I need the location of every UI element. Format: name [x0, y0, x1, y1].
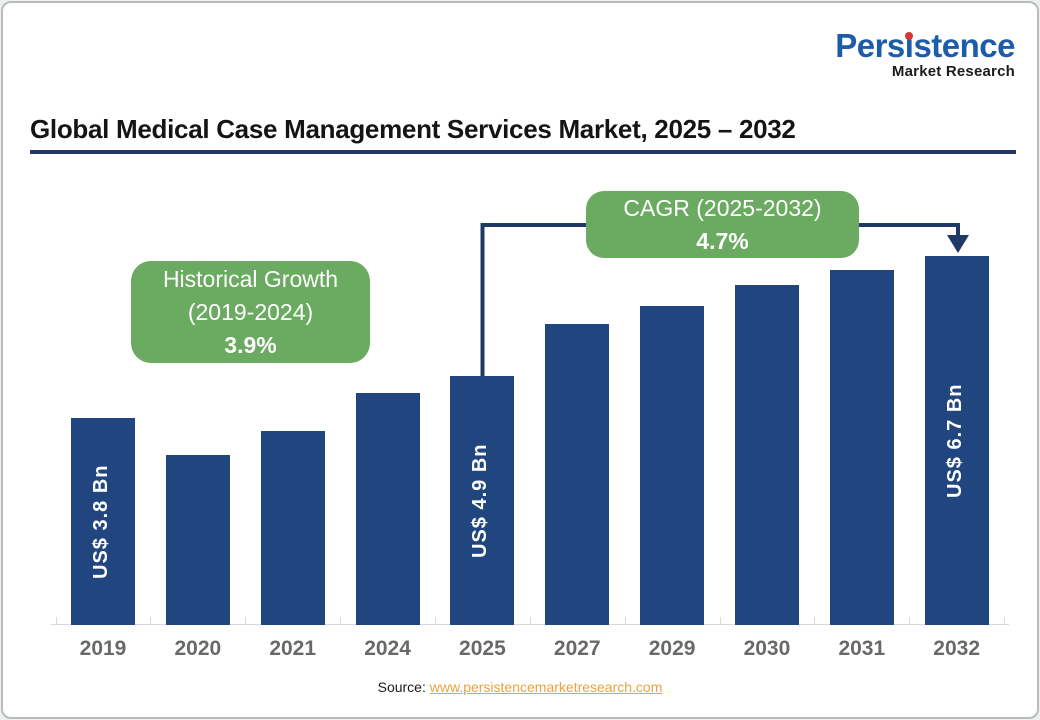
x-tick-label-2029: 2029	[648, 637, 696, 660]
x-tick-label-2019: 2019	[79, 637, 127, 660]
x-axis-tick	[55, 617, 57, 625]
persistence-market-research-logo: Persistence Market Research	[835, 29, 1015, 80]
cagr-callout: CAGR (2025-2032) 4.7%	[586, 191, 859, 258]
historical-growth-line2: (2019-2024)	[187, 298, 314, 325]
x-axis-tick	[340, 617, 342, 625]
bar-2025	[450, 376, 515, 625]
x-axis-tick	[1004, 617, 1006, 625]
x-tick-label-2031: 2031	[838, 637, 886, 660]
bar-2020	[165, 455, 230, 625]
bar-value-label-2032: US$ 6.7 Bn	[943, 383, 966, 498]
bar-2019	[71, 418, 135, 625]
x-tick-label-2032: 2032	[933, 637, 980, 660]
source-note: Source: www.persistencemarketresearch.co…	[3, 679, 1037, 695]
historical-growth-callout: Historical Growth (2019-2024) 3.9%	[131, 261, 370, 363]
x-tick-label-2024: 2024	[364, 637, 411, 660]
historical-growth-line1: Historical Growth	[162, 265, 339, 292]
logo-subtitle: Market Research	[891, 63, 1015, 80]
bar-2027	[545, 324, 610, 625]
x-axis-tick	[909, 617, 911, 625]
logo-brand-text: Persistence	[835, 29, 1015, 63]
x-axis-tick	[434, 617, 436, 625]
x-axis-tick	[624, 617, 626, 625]
source-label: Source:	[377, 679, 426, 695]
x-tick-label-2027: 2027	[553, 637, 601, 660]
x-tick-label-2020: 2020	[174, 637, 222, 660]
x-axis-tick	[719, 617, 721, 625]
source-link[interactable]: www.persistencemarketresearch.com	[429, 679, 663, 695]
x-tick-label-2025: 2025	[459, 637, 506, 660]
x-tick-label-2030: 2030	[743, 637, 791, 660]
bar-2030	[734, 285, 799, 625]
bar-value-label-2019: US$ 3.8 Bn	[90, 464, 112, 579]
x-tick-label-2021: 2021	[269, 637, 317, 660]
historical-growth-value: 3.9%	[224, 331, 277, 358]
x-axis-tick	[814, 617, 816, 625]
bar-2031	[829, 270, 894, 625]
x-axis-tick	[529, 617, 531, 625]
x-axis-tick	[150, 617, 152, 625]
bar-value-label-2025: US$ 4.9 Bn	[469, 443, 492, 558]
logo-brand-post: stence	[913, 27, 1015, 64]
bar-2024	[355, 393, 420, 625]
logo-letter-i-red-dot-icon: i	[904, 27, 914, 64]
bar-2029	[640, 306, 705, 625]
chart-title: Global Medical Case Management Services …	[30, 114, 796, 144]
bar-2021	[260, 431, 325, 625]
cagr-line1: CAGR (2025-2032)	[623, 194, 822, 221]
x-axis-tick	[245, 617, 247, 625]
logo-brand-pre: Pers	[835, 27, 905, 64]
title-underline	[30, 150, 1016, 154]
cagr-value: 4.7%	[696, 227, 749, 254]
